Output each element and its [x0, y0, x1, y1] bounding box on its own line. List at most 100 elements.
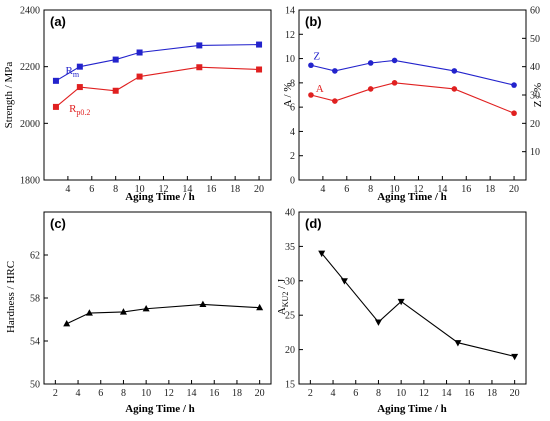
panel-a-ylabel: Strength / MPa [3, 62, 15, 129]
panel-b-series-1-point-2 [367, 86, 374, 92]
panel-a-series-1-point-5 [256, 66, 263, 73]
panel-b-ticks: 4 6 8 10 12 14 16 18 20 0 2 4 6 8 10 12 14 10 20 30 40 50 60 [285, 6, 540, 196]
panel-d-ticks: 2 4 6 8 10 12 14 16 18 20 15 20 25 30 35 40 [285, 208, 520, 400]
panel-c-xlabel: Aging Time / h [125, 403, 195, 415]
panel-c-series-0-point-0 [63, 320, 71, 327]
panel-b: (b) Aging Time / h A / % Z / % 4 6 8 10 12 14… [282, 6, 544, 204]
panel-b-ytick-right-label-2: 30 [530, 91, 540, 102]
panel-a-series-0-line [55, 44, 260, 82]
panel-c-series-0-point-2 [119, 308, 127, 315]
panel-a-series-0-point-3 [136, 49, 143, 56]
panel-d-series-0-point-0 [318, 250, 326, 258]
panel-d-ytick-label-2: 25 [285, 311, 295, 322]
panel-b-xtick-label-2: 8 [368, 184, 373, 195]
panel-d-xtick-label-7: 16 [464, 388, 474, 399]
panel-b-xtick-label-6: 16 [461, 184, 471, 195]
panel-b-ytick-label-1: 2 [290, 151, 295, 162]
panel-c-xtick-label-8: 18 [232, 388, 242, 399]
panel-d-xtick-label-9: 20 [510, 388, 520, 399]
panel-c-series-0-point-3 [142, 304, 150, 312]
panel-d-xtick-label-1: 4 [331, 388, 336, 399]
panel-d-xtick-label-2: 6 [353, 388, 358, 399]
panel-d-xtick-label-6: 14 [442, 388, 452, 399]
panel-a-xtick-label-8: 20 [254, 184, 264, 195]
panel-b-xlabel: Aging Time / h [377, 191, 447, 203]
panel-b-ylabel: A / % [282, 82, 294, 107]
panel-a-series-1-point-4 [196, 64, 203, 71]
panel-b-ytick-label-3: 6 [290, 103, 295, 114]
panel-c-xtick-label-9: 20 [255, 388, 265, 399]
panel-b-marks [308, 57, 517, 117]
panel-c-ytick-label-0: 50 [30, 380, 40, 391]
panel-b-ytick-label-6: 12 [285, 30, 295, 41]
panel-c-series-0-point-4 [199, 300, 207, 308]
panel-c-xtick-label-2: 6 [98, 388, 103, 399]
panel-d-frame [298, 211, 527, 385]
panel-d-ytick-label-5: 40 [285, 208, 295, 219]
panel-d-label: (d) [305, 216, 322, 231]
panel-a-xlabel: Aging Time / h [125, 191, 195, 203]
panel-b-ytick-right-label-0: 10 [530, 147, 540, 158]
panel-d-ytick-label-4: 35 [285, 242, 295, 253]
panel-d-xtick-label-8: 18 [487, 388, 497, 399]
panel-d-xtick-label-3: 8 [376, 388, 381, 399]
panel-d-marks [318, 250, 519, 361]
panel-b-ytick-label-5: 10 [285, 54, 295, 65]
panel-c-xtick-label-5: 12 [164, 388, 174, 399]
panel-a-series-0-point-4 [196, 42, 203, 49]
panel-c-ylabel: Hardness / HRC [5, 261, 17, 333]
panel-d-ytick-label-1: 20 [285, 345, 295, 356]
panel-b-xtick-label-3: 10 [390, 184, 400, 195]
panel-b-xtick-label-4: 12 [413, 184, 423, 195]
panel-b-series-0-point-5 [511, 82, 517, 88]
panel-c-label: (c) [50, 216, 66, 231]
panel-b-series-0-point-4 [451, 68, 458, 74]
panel-a-xtick-label-2: 8 [113, 184, 118, 195]
panel-b-series-1-point-5 [511, 110, 517, 117]
panel-c-ytick-label-2: 58 [30, 294, 40, 305]
panel-b-label-z: Z [313, 51, 320, 63]
panel-b-ytick-right-label-4: 50 [530, 34, 540, 45]
panel-c: (c) Aging Time / h Hardness / HRC 2 4 6 8 10… [5, 211, 272, 415]
panel-b-series-0-point-2 [367, 60, 374, 66]
panel-b-series-1-point-1 [332, 98, 338, 104]
panel-d-series-0-line [321, 252, 515, 358]
panel-b-xtick-label-5: 14 [437, 184, 447, 195]
panel-b-ytick-label-2: 4 [290, 127, 295, 138]
panel-b-series-1-line [310, 82, 515, 114]
panel-d-ytick-label-3: 30 [285, 276, 295, 287]
panel-c-xtick-label-3: 8 [121, 388, 126, 399]
panel-a-ytick-label-1: 2000 [20, 119, 40, 130]
panel-a-label-rm: Rm [66, 65, 80, 79]
panel-b-xtick-label-0: 4 [320, 184, 325, 195]
panel-c-xtick-label-0: 2 [53, 388, 58, 399]
panel-a: (a) Aging Time / h Strength / MPa 4 6 8 10 1… [3, 6, 272, 203]
panel-d-xtick-label-5: 12 [419, 388, 429, 399]
panel-a-series-0-point-5 [256, 41, 263, 48]
panel-a-frame [43, 9, 272, 181]
panel-a-series-1-point-1 [76, 84, 83, 91]
panel-b-series-1-point-4 [451, 86, 458, 92]
panel-a-xtick-label-5: 14 [182, 184, 192, 195]
panel-c-series-0-point-1 [85, 309, 93, 316]
panel-c-ytick-label-1: 54 [30, 337, 40, 348]
panel-a-label: (a) [50, 14, 66, 29]
panel-c-marks [63, 300, 264, 327]
panel-a-series-0-point-0 [52, 77, 59, 84]
panel-b-series-1-point-0 [308, 92, 314, 98]
panel-d-series-0-point-1 [340, 278, 348, 285]
panel-b-ytick-label-7: 14 [285, 6, 295, 17]
panel-b-series-0-point-3 [391, 57, 398, 64]
panel-b-series-0-line [310, 59, 515, 86]
panel-d-series-0-point-3 [397, 298, 405, 306]
panel-a-ytick-label-0: 1800 [20, 176, 40, 187]
panel-c-ytick-label-3: 62 [30, 251, 40, 262]
panel-d-xtick-label-0: 2 [308, 388, 313, 399]
panel-c-xtick-label-6: 14 [187, 388, 197, 399]
panel-b-ytick-right-label-5: 60 [530, 6, 540, 17]
panel-a-series-0-point-1 [76, 63, 83, 70]
panel-d-ylabel: AKU2 / J [276, 278, 290, 315]
panel-c-series-0-point-5 [256, 303, 264, 311]
panel-d-series-0-point-5 [511, 353, 519, 361]
